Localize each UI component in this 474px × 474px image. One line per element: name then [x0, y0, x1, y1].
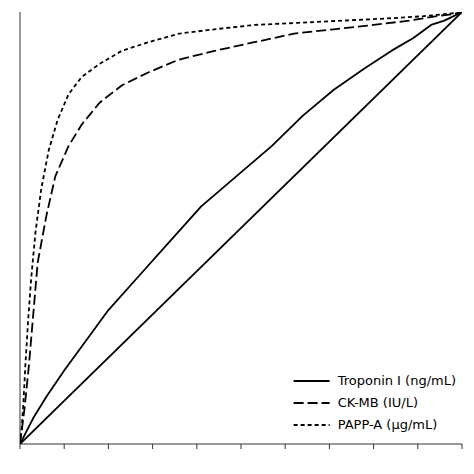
x-tick [196, 444, 197, 449]
x-tick [462, 444, 463, 449]
x-tick [285, 444, 286, 449]
legend-swatch [294, 402, 330, 404]
y-axis [20, 12, 21, 444]
plot-area [20, 12, 462, 444]
chart: Troponin I (ng/mL) CK-MB (IU/L) PAPP-A (μg… [0, 0, 474, 474]
x-tick [152, 444, 153, 449]
x-tick [20, 444, 21, 449]
series-line [20, 12, 462, 444]
legend-swatch [294, 380, 330, 382]
x-tick [417, 444, 418, 449]
x-tick [373, 444, 374, 449]
x-tick [329, 444, 330, 449]
legend-swatch [294, 424, 330, 426]
x-tick [64, 444, 65, 449]
legend: Troponin I (ng/mL) CK-MB (IU/L) PAPP-A (μg… [294, 373, 456, 432]
series-line [20, 12, 462, 444]
legend-label: Troponin I (ng/mL) [337, 373, 456, 388]
x-tick [108, 444, 109, 449]
legend-label: CK-MB (IU/L) [338, 395, 418, 410]
legend-label: PAPP-A (μg/mL) [338, 417, 438, 432]
series-line [20, 12, 462, 444]
x-tick [241, 444, 242, 449]
series-line [20, 12, 462, 444]
